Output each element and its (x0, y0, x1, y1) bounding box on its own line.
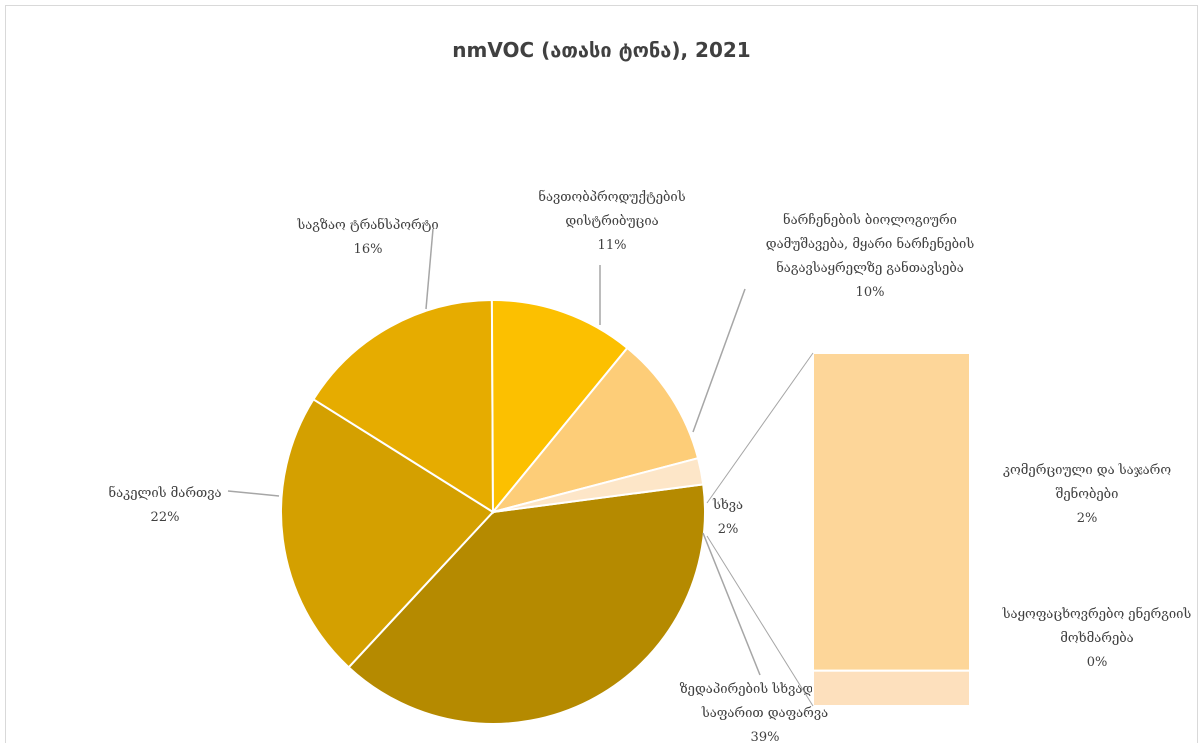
slice-label-2: საგზაო ტრანსპორტი (296, 217, 438, 233)
slice-label-1: ნაკელის მართვა (108, 485, 221, 501)
breakdown-label-0: შენობები (1056, 486, 1119, 502)
slice-label-4: დამუშავება, მყარი ნარჩენების (766, 236, 975, 252)
slice-label-0: საფარით დაფარვა (701, 706, 828, 721)
leader-line-2 (425, 228, 434, 310)
slice-label-4: ნარჩენების ბიოლოგიური (783, 212, 957, 228)
leader-line-4 (692, 288, 746, 433)
slice-label-3: დისტრიბუცია (565, 214, 658, 229)
leader-line-1 (227, 490, 280, 497)
connector-line-bottom (706, 535, 814, 707)
connector-line-top (706, 352, 814, 504)
slice-label-5: სხვა (712, 498, 743, 513)
pie-slice-0 (347, 483, 706, 725)
slice-percent-label-3: 11% (598, 238, 627, 253)
breakdown-bar-0 (812, 352, 971, 672)
pie-slice-3 (490, 298, 629, 515)
slice-percent-label-0: 39% (751, 730, 780, 743)
breakdown-bar-1 (812, 669, 971, 708)
pie-slice-1 (280, 397, 495, 669)
pie-slice-2 (312, 298, 495, 514)
slice-percent-label-5: 2% (718, 522, 739, 537)
breakdown-percent-label-1: 0% (1087, 655, 1108, 670)
leader-line-0 (702, 532, 761, 676)
breakdown-label-1: მოხმარება (1060, 631, 1133, 646)
slice-label-0: ზედაპირების სხვადასხვა (680, 682, 851, 697)
slice-percent-label-4: 10% (856, 285, 885, 300)
slice-percent-label-2: 16% (354, 242, 383, 257)
breakdown-label-0: კომერციული და საჯარო (1003, 463, 1171, 478)
slice-percent-label-1: 22% (151, 510, 180, 525)
pie-slice-5 (492, 456, 705, 513)
breakdown-label-1: საყოფაცხოვრებო ენერგიის (1002, 606, 1192, 622)
slice-label-3: ნავთობპროდუქტების (538, 189, 685, 205)
chart-frame (5, 5, 1198, 743)
slice-label-4: ნაგავსაყრელზე განთავსება (776, 260, 964, 276)
chart-title: nmVOC (ათასი ტონა), 2021 (452, 38, 751, 62)
breakdown-percent-label-0: 2% (1077, 511, 1098, 526)
